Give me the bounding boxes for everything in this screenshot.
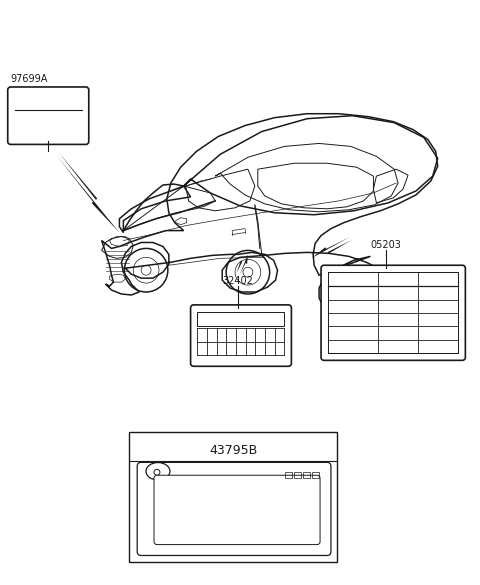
Text: 32402: 32402 bbox=[223, 276, 253, 286]
Polygon shape bbox=[237, 254, 248, 275]
Bar bbox=[359, 310, 386, 320]
Polygon shape bbox=[311, 237, 351, 259]
Bar bbox=[294, 472, 301, 478]
FancyBboxPatch shape bbox=[137, 462, 331, 556]
Bar bbox=[197, 312, 285, 326]
Text: 05203: 05203 bbox=[371, 240, 402, 250]
Bar bbox=[286, 472, 292, 478]
FancyBboxPatch shape bbox=[191, 305, 291, 366]
Bar bbox=[312, 472, 319, 478]
Bar bbox=[129, 432, 337, 562]
FancyBboxPatch shape bbox=[8, 87, 89, 144]
FancyBboxPatch shape bbox=[321, 265, 466, 360]
Text: 97699A: 97699A bbox=[11, 74, 48, 84]
Polygon shape bbox=[56, 152, 120, 233]
FancyBboxPatch shape bbox=[154, 475, 320, 545]
Bar bbox=[303, 472, 310, 478]
Text: 43795B: 43795B bbox=[209, 444, 257, 457]
